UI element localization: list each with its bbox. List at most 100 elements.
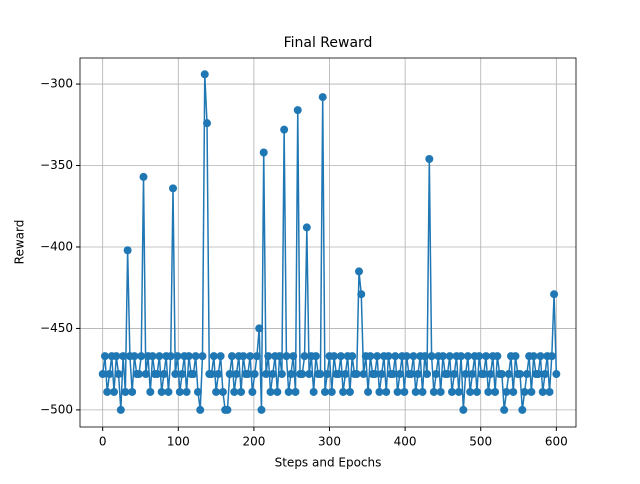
- point: [364, 387, 373, 396]
- point: [166, 352, 175, 361]
- x-tick-label: 100: [167, 435, 190, 449]
- point: [395, 370, 404, 379]
- point: [178, 370, 187, 379]
- point: [218, 387, 227, 396]
- point: [318, 93, 327, 102]
- point: [323, 370, 332, 379]
- point: [105, 370, 114, 379]
- point: [282, 352, 291, 361]
- x-tick-label: 300: [318, 435, 341, 449]
- point: [400, 387, 409, 396]
- point: [420, 352, 429, 361]
- point: [413, 370, 422, 379]
- point: [527, 387, 536, 396]
- point: [352, 370, 361, 379]
- point: [511, 352, 520, 361]
- point: [130, 352, 139, 361]
- x-tick-label: 200: [242, 435, 265, 449]
- point: [230, 387, 239, 396]
- point: [146, 387, 155, 396]
- point: [98, 370, 107, 379]
- point: [189, 370, 198, 379]
- point: [425, 155, 434, 164]
- point: [461, 370, 470, 379]
- point: [100, 352, 109, 361]
- point: [171, 370, 180, 379]
- point: [341, 370, 350, 379]
- point: [357, 290, 366, 299]
- chart-title: Final Reward: [284, 35, 373, 51]
- point: [336, 352, 345, 361]
- x-tick-label: 600: [545, 435, 568, 449]
- point: [252, 352, 261, 361]
- point: [459, 405, 468, 414]
- point: [479, 370, 488, 379]
- point: [164, 387, 173, 396]
- point: [438, 352, 447, 361]
- point: [200, 70, 209, 79]
- point: [359, 370, 368, 379]
- point: [128, 387, 137, 396]
- point: [169, 184, 177, 193]
- point: [114, 370, 123, 379]
- point: [529, 352, 538, 361]
- point: [139, 172, 148, 181]
- point: [182, 387, 191, 396]
- point: [259, 148, 268, 157]
- point: [316, 370, 325, 379]
- point: [320, 387, 329, 396]
- point: [262, 370, 270, 379]
- point: [116, 405, 125, 414]
- point: [225, 370, 234, 379]
- point: [522, 370, 531, 379]
- point: [223, 405, 232, 414]
- point: [373, 352, 382, 361]
- x-tick-label: 500: [469, 435, 492, 449]
- point: [534, 370, 543, 379]
- point: [457, 352, 466, 361]
- point: [443, 370, 452, 379]
- point: [493, 352, 502, 361]
- point: [382, 387, 391, 396]
- point: [302, 223, 311, 232]
- point: [541, 370, 549, 379]
- point: [402, 352, 411, 361]
- x-axis-label: Steps and Epochs: [275, 456, 382, 470]
- point: [427, 352, 436, 361]
- point: [500, 405, 509, 414]
- y-tick-label: −450: [40, 321, 73, 335]
- point: [291, 387, 300, 396]
- point: [468, 370, 477, 379]
- point: [277, 370, 286, 379]
- point: [237, 387, 246, 396]
- point: [450, 370, 459, 379]
- point: [389, 370, 398, 379]
- point: [445, 352, 454, 361]
- point: [216, 352, 225, 361]
- point: [520, 387, 529, 396]
- point: [327, 387, 336, 396]
- point: [264, 352, 273, 361]
- point: [193, 387, 202, 396]
- point: [491, 387, 500, 396]
- y-tick-label: −350: [40, 158, 73, 172]
- point: [486, 370, 495, 379]
- y-axis-label: Reward: [13, 220, 27, 265]
- point: [227, 352, 236, 361]
- point: [148, 352, 157, 361]
- y-tick-label: −400: [40, 239, 73, 253]
- point: [298, 370, 307, 379]
- point: [309, 387, 318, 396]
- point: [550, 290, 559, 299]
- point: [411, 387, 420, 396]
- point: [463, 352, 472, 361]
- point: [157, 387, 166, 396]
- point: [484, 387, 493, 396]
- point: [355, 267, 363, 276]
- point: [305, 370, 314, 379]
- point: [268, 370, 277, 379]
- point: [198, 352, 207, 361]
- point: [538, 387, 547, 396]
- point: [418, 387, 427, 396]
